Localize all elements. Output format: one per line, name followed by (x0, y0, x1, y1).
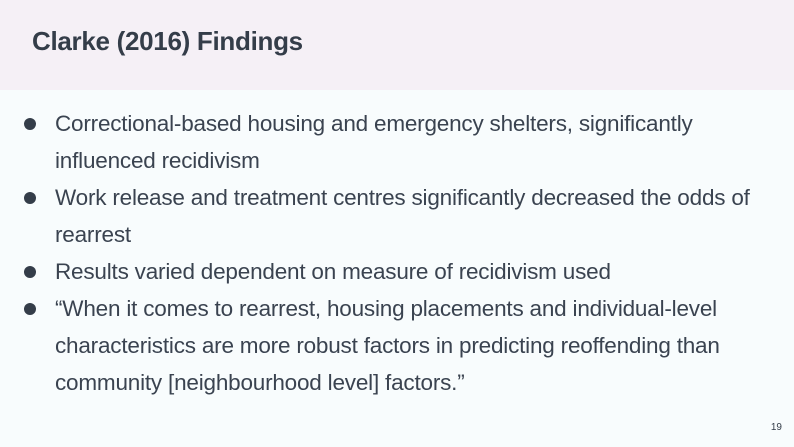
bullet-icon (24, 303, 36, 315)
list-item: Work release and treatment centres signi… (0, 179, 775, 253)
bullet-icon (24, 266, 36, 278)
bullet-text: Work release and treatment centres signi… (55, 185, 750, 247)
list-item: Correctional-based housing and emergency… (0, 105, 775, 179)
list-item: “When it comes to rearrest, housing plac… (0, 290, 775, 401)
bullet-list: Correctional-based housing and emergency… (0, 105, 794, 401)
list-item: Results varied dependent on measure of r… (0, 253, 775, 290)
bullet-icon (24, 118, 36, 130)
bullet-text: Results varied dependent on measure of r… (55, 259, 611, 284)
page-number: 19 (770, 422, 782, 433)
bullet-icon (24, 192, 36, 204)
slide-title: Clarke (2016) Findings (32, 26, 303, 56)
title-band: Clarke (2016) Findings (0, 0, 794, 90)
bullet-text: Correctional-based housing and emergency… (55, 111, 693, 173)
bullet-text: “When it comes to rearrest, housing plac… (55, 296, 720, 395)
